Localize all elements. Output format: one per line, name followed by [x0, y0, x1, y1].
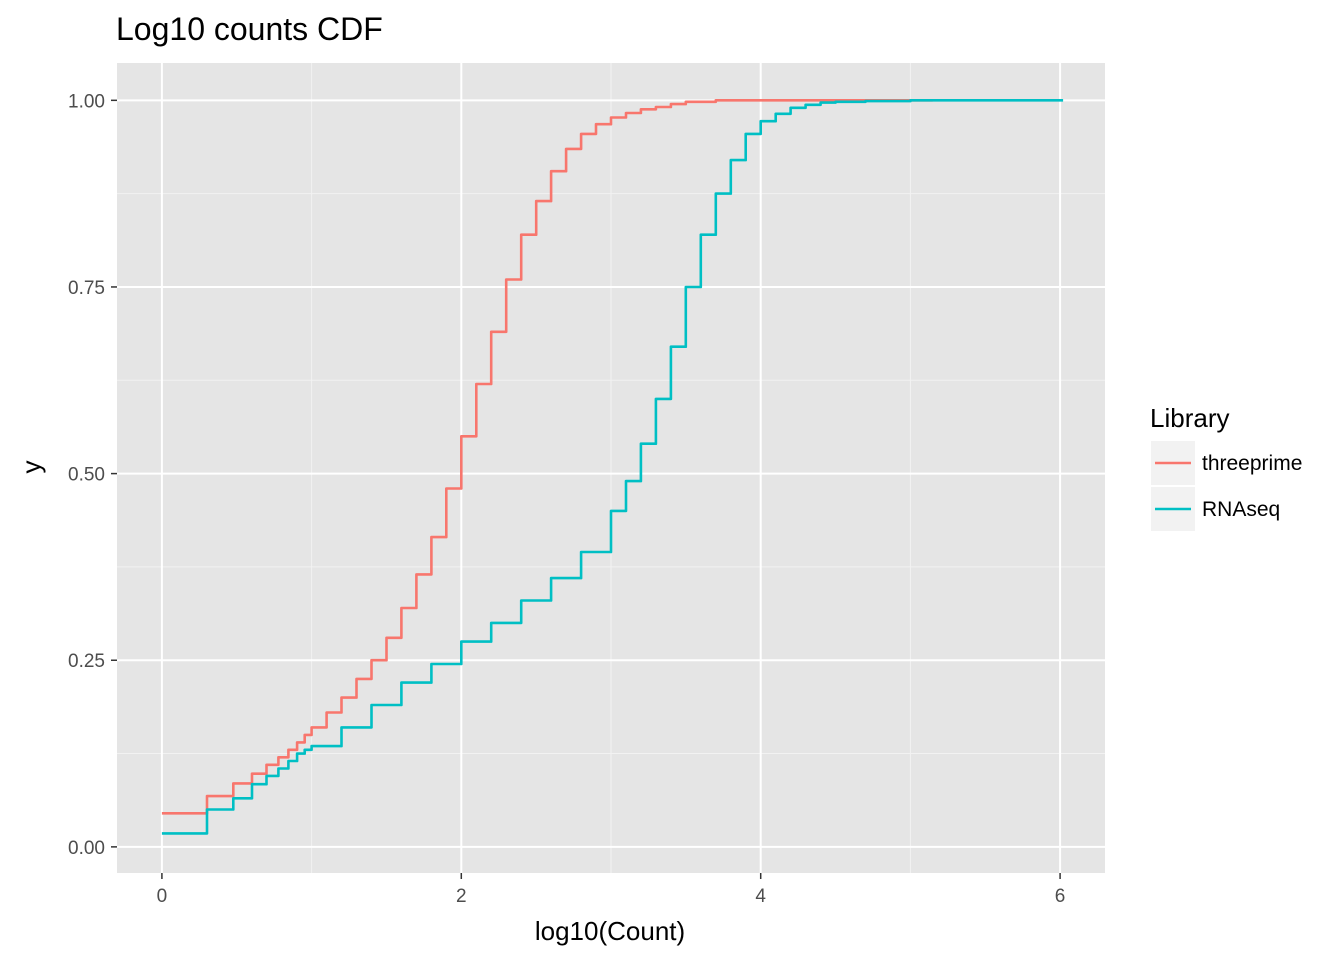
x-axis-title: log10(Count) [535, 916, 685, 946]
x-tick-label: 6 [1055, 886, 1066, 907]
series-layer [161, 99, 1064, 835]
legend-items: threeprime RNAseq [1151, 441, 1302, 531]
y-tick-label: 0.00 [68, 838, 105, 859]
y-tick-label: 0.25 [68, 651, 105, 672]
y-tick-label: 0.50 [68, 465, 105, 486]
series-line-rnaseq [161, 99, 1064, 835]
x-axis: 0 2 4 6 [157, 873, 1066, 907]
y-axis: 0.00 0.25 0.50 0.75 1.00 [68, 91, 117, 859]
y-axis-title: y [16, 461, 46, 474]
x-tick-label: 2 [456, 886, 467, 907]
legend: Library threeprime RNAseq [1150, 403, 1302, 531]
chart-title: Log10 counts CDF [116, 11, 383, 47]
legend-label-threeprime: threeprime [1202, 452, 1302, 475]
y-tick-label: 0.75 [68, 278, 105, 299]
series-line-threeprime [161, 99, 933, 815]
y-tick-label: 1.00 [68, 91, 105, 112]
x-tick-label: 0 [157, 886, 168, 907]
x-tick-label: 4 [755, 886, 766, 907]
legend-title: Library [1150, 403, 1229, 433]
minor-gridlines [117, 63, 1105, 873]
legend-label-rnaseq: RNAseq [1202, 498, 1280, 521]
